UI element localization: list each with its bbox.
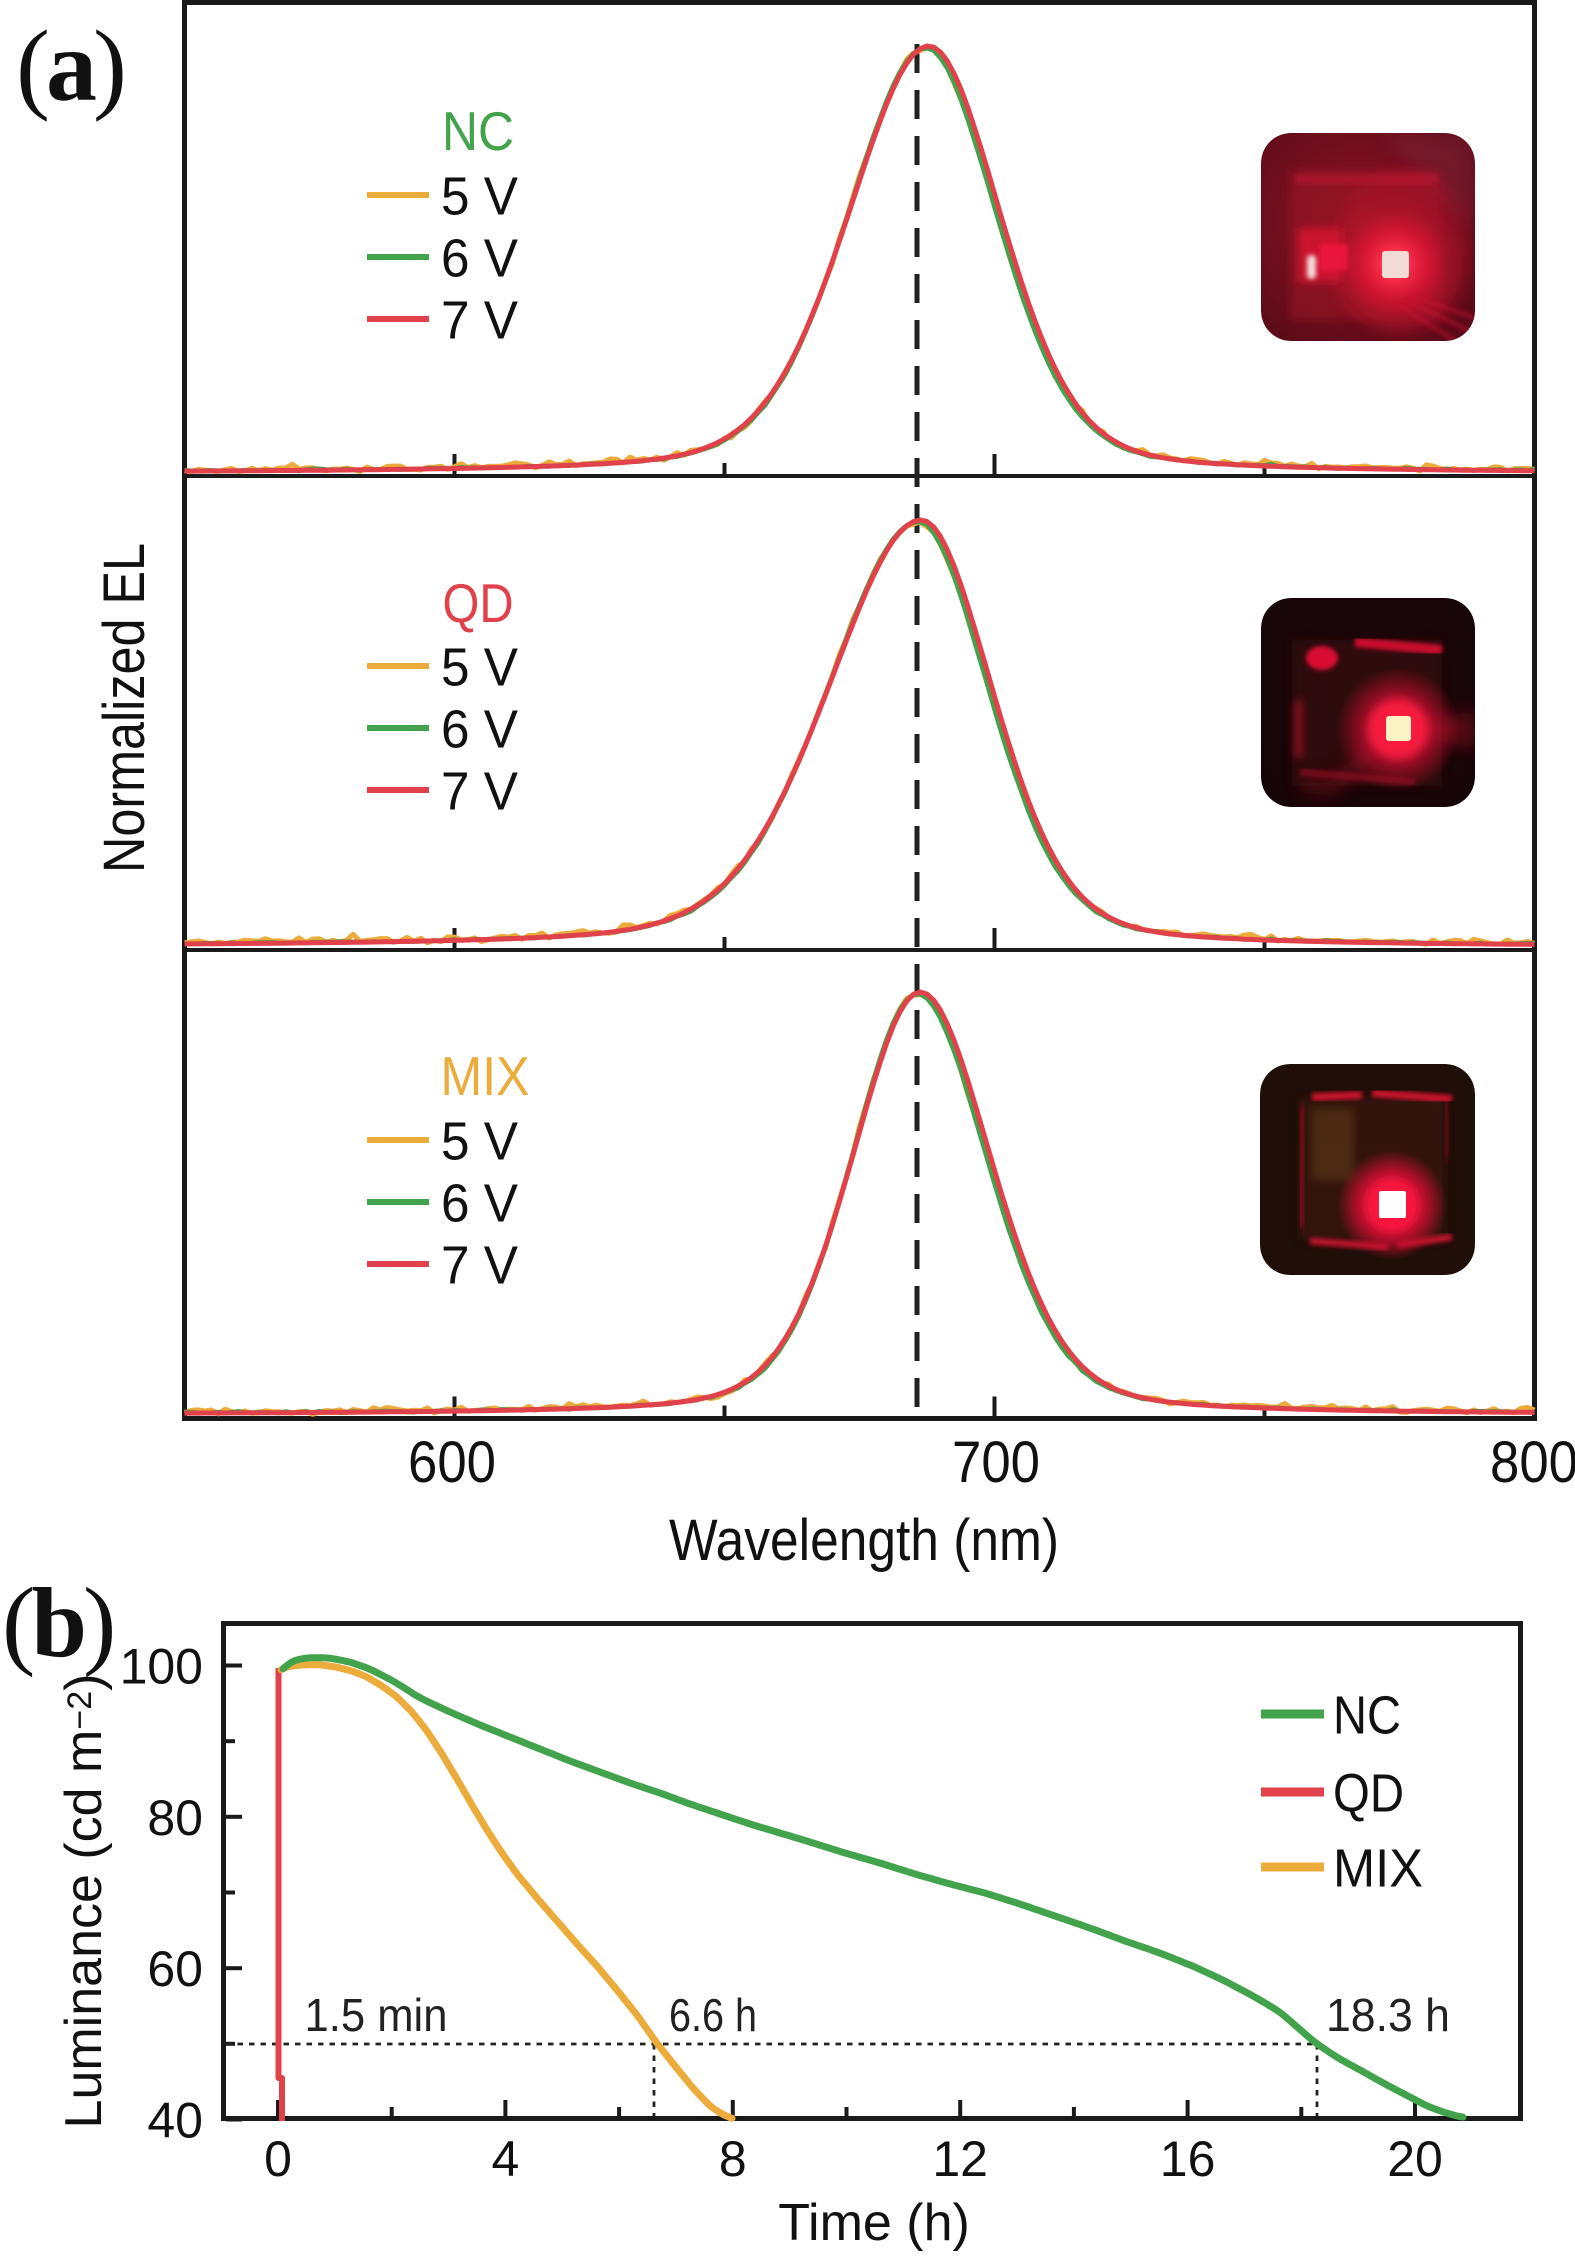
svg-text:5 V: 5 V: [441, 1112, 518, 1172]
svg-text:60: 60: [147, 1941, 203, 1997]
svg-text:NC: NC: [442, 100, 514, 162]
svg-text:(b): (b): [2, 1567, 112, 1678]
svg-text:6 V: 6 V: [441, 229, 518, 289]
svg-text:100: 100: [120, 1639, 203, 1695]
svg-text:1.5 min: 1.5 min: [305, 1989, 448, 2041]
svg-text:6 V: 6 V: [441, 1174, 518, 1234]
svg-text:8: 8: [719, 2131, 747, 2187]
svg-text:QD: QD: [1333, 1764, 1404, 1824]
svg-text:18.3 h: 18.3 h: [1326, 1989, 1450, 2041]
svg-text:Normalized EL: Normalized EL: [92, 543, 157, 873]
svg-text:Luminance (cd m−2): Luminance (cd m−2): [55, 1674, 113, 2129]
svg-text:MIX: MIX: [1333, 1839, 1423, 1899]
svg-text:(a): (a): [16, 10, 123, 123]
svg-text:700: 700: [952, 1430, 1040, 1495]
svg-text:7 V: 7 V: [441, 291, 518, 351]
svg-text:40: 40: [147, 2093, 203, 2149]
svg-text:6 V: 6 V: [441, 700, 518, 760]
svg-text:600: 600: [408, 1430, 496, 1495]
svg-text:5 V: 5 V: [441, 167, 518, 227]
svg-text:7 V: 7 V: [441, 1236, 518, 1296]
svg-text:4: 4: [491, 2131, 519, 2187]
svg-text:80: 80: [147, 1790, 203, 1846]
svg-text:12: 12: [932, 2131, 988, 2187]
svg-text:Wavelength (nm): Wavelength (nm): [669, 1508, 1059, 1573]
svg-text:5 V: 5 V: [441, 638, 518, 698]
svg-text:800: 800: [1490, 1430, 1575, 1495]
svg-text:7 V: 7 V: [441, 762, 518, 822]
svg-text:16: 16: [1160, 2131, 1216, 2187]
svg-text:NC: NC: [1333, 1686, 1401, 1746]
svg-text:QD: QD: [443, 572, 514, 634]
svg-text:0: 0: [264, 2131, 292, 2187]
svg-text:6.6 h: 6.6 h: [669, 1989, 757, 2041]
svg-text:Time (h): Time (h): [778, 2194, 970, 2252]
svg-text:MIX: MIX: [441, 1045, 530, 1107]
svg-text:20: 20: [1387, 2131, 1443, 2187]
